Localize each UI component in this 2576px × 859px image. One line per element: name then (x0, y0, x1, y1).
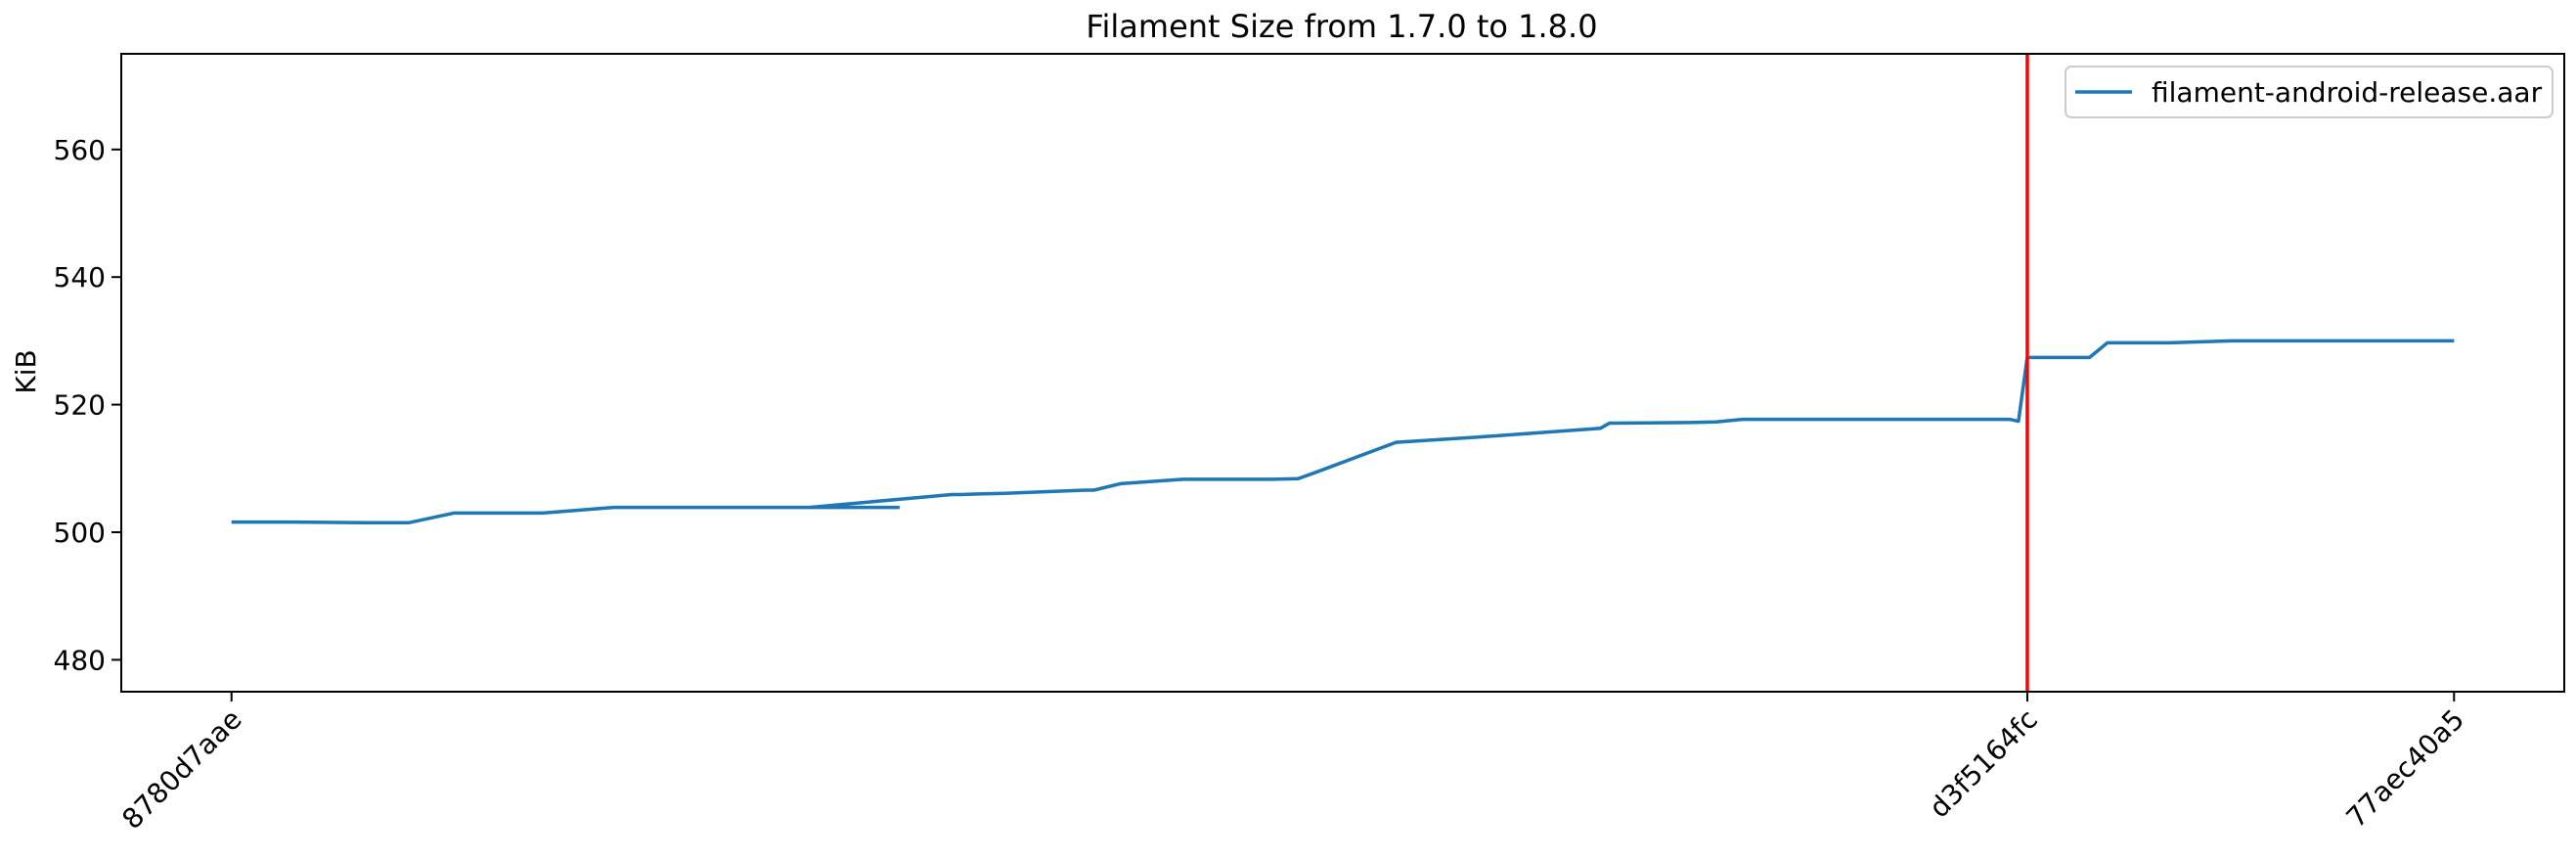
legend-box (2065, 66, 2554, 118)
plot-area (120, 53, 2565, 693)
y-axis: 480 500 520 540 560 (54, 134, 121, 676)
legend-label-0: filament-android-release.aar (2152, 76, 2543, 109)
plot-frame (120, 53, 2565, 693)
y-tick-label-480: 480 (54, 644, 106, 676)
y-tick-label-520: 520 (54, 389, 106, 422)
x-axis: 8780d7aae d3f5164fc 77aec40a5 (115, 692, 2470, 836)
x-tick-label-2: 77aec40a5 (2340, 703, 2471, 835)
y-tick-label-540: 540 (54, 261, 106, 294)
chart-title: Filament Size from 1.7.0 to 1.8.0 (1086, 8, 1597, 45)
legend: filament-android-release.aar (2065, 66, 2554, 118)
y-axis-label: KiB (10, 349, 42, 393)
y-tick-label-500: 500 (54, 517, 106, 549)
y-tick-label-560: 560 (54, 134, 106, 166)
x-tick-label-1: d3f5164fc (1923, 703, 2044, 825)
series-line-0 (231, 339, 2455, 524)
x-tick-label-0: 8780d7aae (115, 703, 247, 836)
plot-background (121, 54, 2564, 692)
